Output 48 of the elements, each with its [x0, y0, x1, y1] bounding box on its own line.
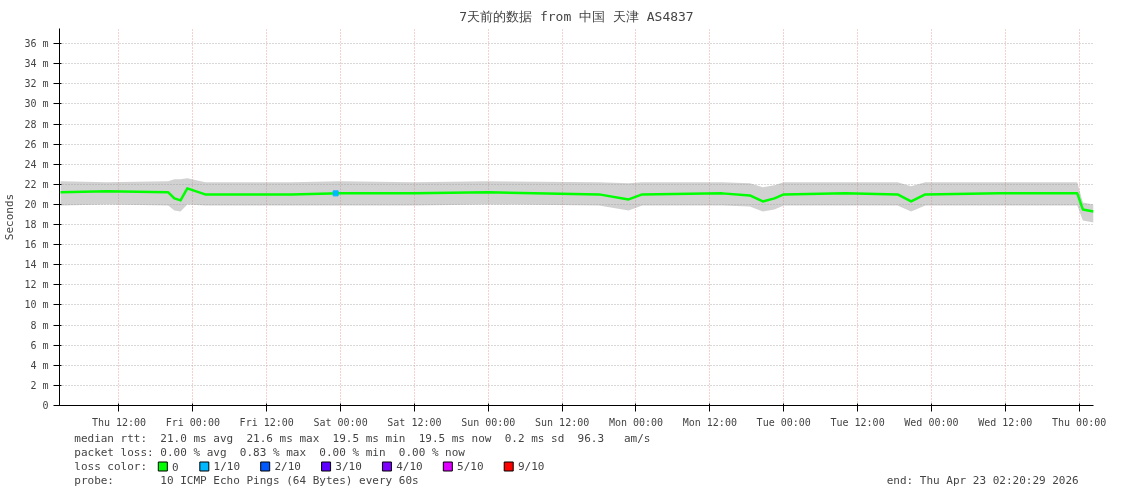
- y-tick-label: 32 m: [24, 78, 49, 90]
- y-tick-label: 4 m: [30, 359, 49, 371]
- x-tick-label: Fri 12:00: [239, 416, 294, 428]
- legend-label: 1/10: [213, 460, 241, 473]
- line-series: [59, 187, 1094, 213]
- chart-title: 7天前的数据 from 中国 天津 AS4837: [459, 8, 694, 24]
- y-tick-label: 16 m: [24, 239, 49, 251]
- legend-label: 2/10: [274, 460, 301, 473]
- y-tick-label: 34 m: [24, 58, 49, 70]
- y-tick-label: 18 m: [24, 219, 49, 231]
- text: probe: 10 ICMP Echo Pings (64 Bytes) every 60s: [74, 474, 419, 487]
- x-tick-label: Sat 00:00: [313, 416, 368, 428]
- legend-label: 4/10: [396, 460, 423, 473]
- legend-label: 0: [172, 460, 179, 474]
- text: median rtt: 21.0 ms avg 21.6 ms max 19.5 ms min 19.5 ms now 0.2 ms sd 96.3 am/s: [74, 432, 651, 445]
- y-tick-label: 26 m: [24, 138, 49, 150]
- x-tick-label: Thu 12:00: [91, 416, 147, 428]
- y-tick-label: 28 m: [24, 118, 49, 130]
- x-tick-label: Sun 12:00: [535, 416, 590, 428]
- x-tick-label: Mon 12:00: [682, 416, 737, 428]
- legend-label: 3/10: [335, 460, 362, 473]
- x-tick-label: Mon 00:00: [608, 416, 664, 428]
- y-tick-label: 8 m: [30, 319, 49, 331]
- x-tick-label: Tue 00:00: [756, 416, 811, 428]
- y-tick-label: 2 m: [30, 379, 49, 391]
- x-tick-label: Wed 12:00: [978, 416, 1033, 428]
- x-tick-label: Sun 00:00: [461, 416, 516, 428]
- legend-label: 9/10: [517, 460, 545, 473]
- y-tick-label: 36 m: [24, 38, 49, 50]
- x-tick-label: Sat 12:00: [387, 416, 442, 428]
- text: end: Thu Apr 23 02:20:29 2026: [886, 474, 1079, 487]
- x-tick-label: Tue 12:00: [830, 416, 885, 428]
- text: loss color:: [74, 460, 148, 473]
- y-tick-label: 30 m: [24, 98, 49, 110]
- y-tick-label: 6 m: [30, 339, 49, 351]
- y-tick-label: 22 m: [24, 178, 49, 190]
- y-tick-label: 14 m: [24, 259, 49, 271]
- y-tick-label: 0: [42, 400, 49, 411]
- y-tick-label: 24 m: [24, 158, 49, 170]
- y-tick-label: 12 m: [24, 279, 49, 291]
- legend-label: 5/10: [457, 460, 484, 473]
- x-tick-label: Thu 00:00: [1052, 416, 1107, 428]
- x-tick-label: Fri 00:00: [165, 416, 220, 428]
- y-axis-title: Seconds: [3, 193, 17, 241]
- x-tick-label: Wed 00:00: [904, 416, 959, 428]
- text: packet loss: 0.00 % avg 0.83 % max 0.00 % min 0.00 % now: [74, 446, 466, 459]
- y-tick-label: 20 m: [24, 198, 49, 210]
- y-tick-label: 10 m: [24, 299, 49, 311]
